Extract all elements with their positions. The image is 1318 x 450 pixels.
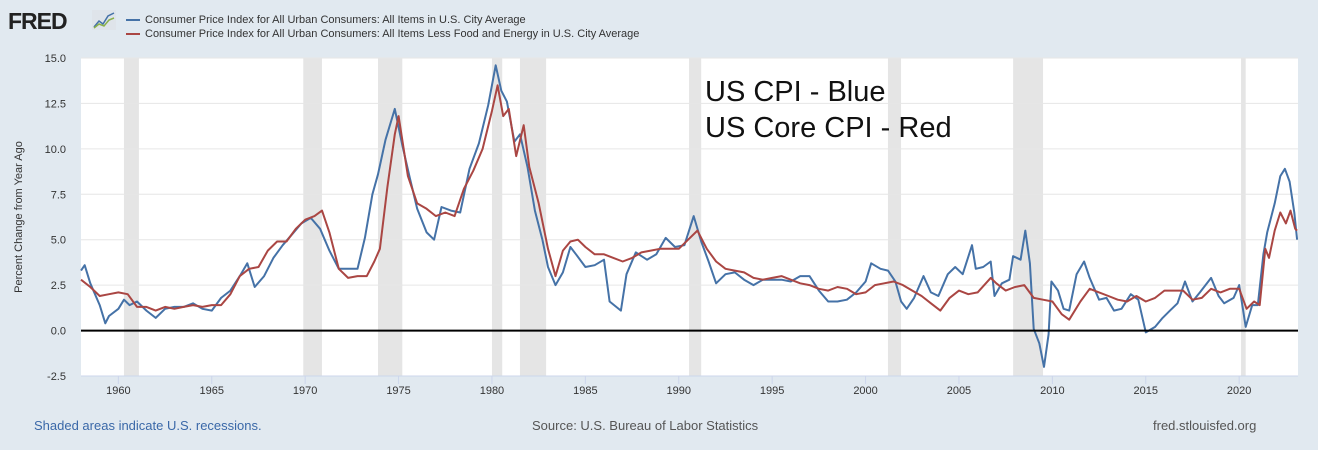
y-axis-label: Percent Change from Year Ago [13,141,25,293]
x-tick-label: 1975 [386,385,410,397]
legend-item-cpi[interactable]: Consumer Price Index for All Urban Consu… [126,13,639,27]
y-tick-label: 15.0 [45,53,66,65]
recessions-note[interactable]: Shaded areas indicate U.S. recessions. [34,418,262,433]
x-tick-label: 2020 [1227,385,1251,397]
source-note: Source: U.S. Bureau of Labor Statistics [532,418,759,433]
recession-shade [123,58,139,376]
legend-label: Consumer Price Index for All Urban Consu… [145,14,526,26]
recession-shade [1013,58,1044,376]
legend-label: Consumer Price Index for All Urban Consu… [145,28,640,40]
x-tick-label: 2005 [947,385,971,397]
annotation-line-1: US CPI - Blue [705,76,886,108]
x-tick-label: 2015 [1134,385,1158,397]
x-tick-label: 1970 [293,385,317,397]
fred-logo[interactable]: FRED [8,8,68,34]
recession-shade [887,58,902,376]
legend-swatch-blue [126,19,140,21]
y-tick-label: 12.5 [45,98,66,110]
y-tick-label: 5.0 [51,235,66,247]
y-tick-label: 2.5 [51,280,66,292]
y-tick-label: 0.0 [51,326,66,338]
x-tick-label: 1985 [573,385,597,397]
annotation-line-2: US Core CPI - Red [705,112,952,144]
chart-logo-icon [92,10,116,30]
x-tick-label: 2010 [1040,385,1064,397]
x-tick-label: 1995 [760,385,784,397]
annotation: US CPI - Blue US Core CPI - Red [705,74,952,146]
y-tick-label: 10.0 [45,144,66,156]
series-line-core-cpi [80,84,1298,321]
y-tick-label: 7.5 [51,189,66,201]
site-link[interactable]: fred.stlouisfed.org [1153,418,1257,433]
x-tick-label: 1965 [200,385,224,397]
x-tick-label: 1980 [480,385,504,397]
x-tick-label: 2000 [853,385,877,397]
legend-swatch-red [126,33,140,35]
recession-shade [491,58,503,376]
recession-shade [689,58,702,376]
x-tick-label: 1960 [106,385,130,397]
y-tick-label: -2.5 [47,371,66,383]
legend: Consumer Price Index for All Urban Consu… [126,13,639,41]
recession-shade [1241,58,1246,376]
legend-item-core-cpi[interactable]: Consumer Price Index for All Urban Consu… [126,27,639,41]
recession-shade [378,58,403,376]
x-tick-label: 1990 [667,385,691,397]
